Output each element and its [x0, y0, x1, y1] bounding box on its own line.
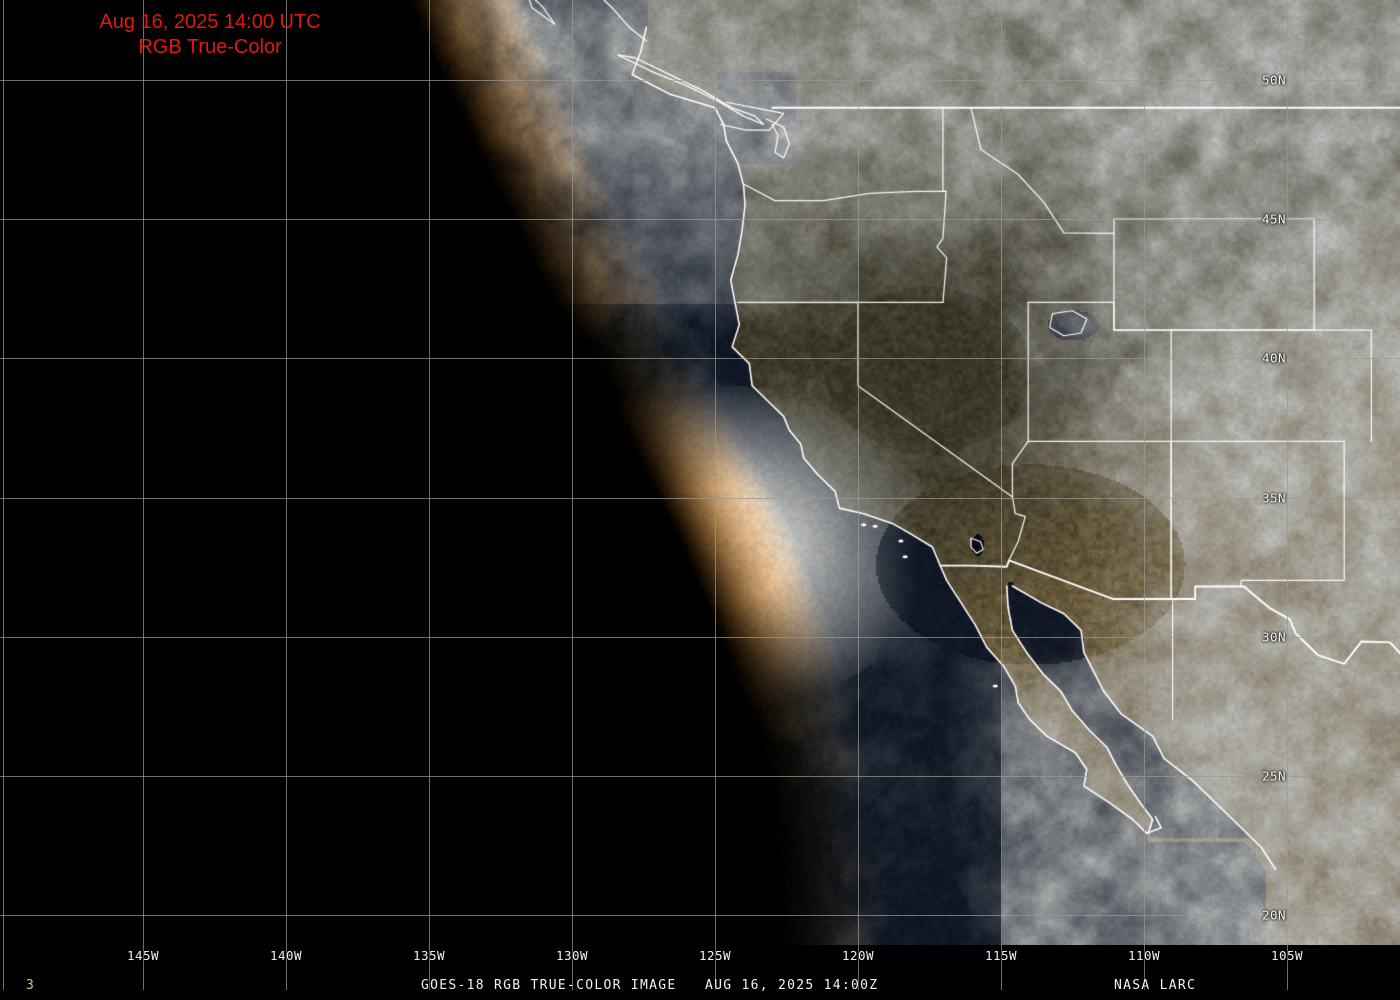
meridian-line-115w	[1001, 0, 1002, 990]
longitude-label-105w: 105W	[1270, 948, 1304, 963]
parallel-line-35n	[0, 498, 1400, 499]
satellite-imagery-canvas	[0, 0, 1400, 945]
meridian-line-130w	[572, 0, 573, 990]
latitude-label-30n: 30N	[1262, 629, 1287, 645]
footer-product-label: GOES-18 RGB TRUE-COLOR IMAGE	[421, 978, 677, 993]
meridian-line-125w	[715, 0, 716, 990]
meridian-line-120w	[858, 0, 859, 990]
latitude-label-20n: 20N	[1262, 907, 1287, 923]
longitude-label-125w: 125W	[698, 948, 732, 963]
meridian-line-105w	[1287, 0, 1288, 990]
longitude-label-130w: 130W	[555, 948, 589, 963]
meridian-line-110w	[1144, 0, 1145, 990]
parallel-line-25n	[0, 776, 1400, 777]
longitude-label-115w: 115W	[984, 948, 1018, 963]
frame-number: 3	[26, 978, 35, 993]
longitude-label-110w: 110W	[1127, 948, 1161, 963]
parallel-line-30n	[0, 637, 1400, 638]
meridian-line-145w	[143, 0, 144, 990]
latitude-label-50n: 50N	[1262, 72, 1287, 88]
longitude-label-145w: 145W	[126, 948, 160, 963]
meridian-line-135w	[429, 0, 430, 990]
parallel-line-40n	[0, 358, 1400, 359]
longitude-label-135w: 135W	[412, 948, 446, 963]
latitude-label-45n: 45N	[1262, 211, 1287, 227]
meridian-line-140w	[286, 0, 287, 990]
meridian-line-edge	[3, 0, 4, 990]
footer-timestamp-label: AUG 16, 2025 14:00Z	[705, 978, 879, 993]
latitude-label-25n: 25N	[1262, 768, 1287, 784]
longitude-label-120w: 120W	[841, 948, 875, 963]
parallel-line-45n	[0, 219, 1400, 220]
footer-credit-label: NASA LARC	[1114, 978, 1197, 993]
latitude-label-40n: 40N	[1262, 350, 1287, 366]
parallel-line-20n	[0, 915, 1400, 916]
latitude-label-35n: 35N	[1262, 490, 1287, 506]
parallel-line-50n	[0, 80, 1400, 81]
longitude-label-140w: 140W	[269, 948, 303, 963]
